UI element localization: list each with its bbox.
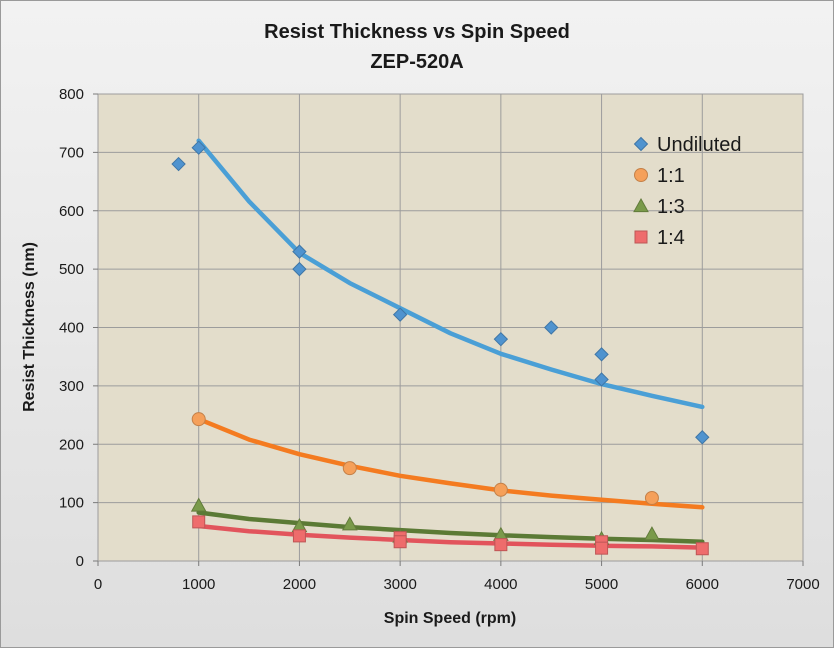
data-point-1-3	[341, 516, 358, 531]
x-tick-label: 7000	[786, 576, 819, 593]
data-point-1-4	[494, 538, 508, 552]
data-point-undiluted	[544, 320, 559, 335]
data-point-undiluted	[171, 156, 186, 172]
legend-label-undiluted: Undiluted	[657, 134, 742, 156]
y-tick-label: 100	[59, 495, 84, 512]
data-point-undiluted	[191, 140, 206, 155]
legend-marker-1-3	[633, 197, 649, 213]
data-point-1-1	[191, 412, 206, 427]
y-axis-label: Resist Thickness (nm)	[21, 242, 38, 412]
y-tick-label: 300	[59, 378, 84, 395]
data-point-undiluted	[695, 430, 710, 445]
x-tick-label: 4000	[484, 576, 517, 593]
y-tick-label: 600	[59, 203, 84, 220]
y-tick-label: 200	[59, 436, 84, 453]
data-point-undiluted	[594, 347, 609, 362]
x-tick-label: 0	[94, 576, 102, 593]
chart-title: Resist Thickness vs Spin Speed	[264, 21, 570, 43]
data-point-1-1	[644, 490, 659, 505]
data-point-undiluted	[292, 244, 307, 259]
y-tick-label: 800	[59, 86, 84, 103]
trendline-1-3	[196, 510, 705, 544]
data-point-1-4	[192, 515, 206, 529]
y-tick-label: 400	[59, 320, 84, 337]
x-tick-label: 1000	[182, 576, 215, 593]
data-point-undiluted	[292, 261, 307, 277]
tick-layer: 0 1000 2000 3000 4000 5000 6000 7000 0 100 200 300 4…	[59, 86, 820, 593]
chart-subtitle: ZEP-520A	[370, 51, 463, 73]
x-tick-label: 5000	[585, 576, 618, 593]
legend-marker-undiluted	[633, 136, 649, 152]
data-point-1-1	[342, 461, 357, 476]
x-tick-label: 2000	[283, 576, 316, 593]
data-point-1-4	[695, 542, 709, 556]
legend-label-1-1: 1:1	[657, 165, 685, 187]
data-point-undiluted	[594, 372, 609, 387]
data-point-1-1	[493, 482, 508, 497]
y-tick-label: 700	[59, 144, 84, 161]
data-point-1-4	[292, 529, 306, 543]
x-tick-label: 6000	[686, 576, 719, 593]
data-point-1-3	[190, 497, 207, 512]
data-point-undiluted	[493, 331, 509, 347]
point-layer	[171, 140, 710, 556]
data-point-undiluted	[392, 307, 408, 322]
legend-label-1-3: 1:3	[657, 196, 685, 218]
y-tick-label: 500	[59, 261, 84, 278]
data-point-1-4	[393, 535, 407, 549]
data-point-1-4	[595, 541, 609, 555]
legend: Undiluted 1:1 1:3 1:4	[633, 134, 742, 249]
fit-layer	[196, 138, 705, 550]
legend-marker-1-4	[634, 230, 648, 244]
data-point-1-3	[644, 526, 660, 541]
trendline-1-4	[196, 523, 705, 550]
trendline-undiluted	[196, 138, 705, 410]
legend-marker-1-1	[634, 168, 648, 182]
trendline-1-1	[196, 416, 705, 510]
x-tick-label: 3000	[383, 576, 416, 593]
legend-label-1-4: 1:4	[657, 227, 685, 249]
y-tick-label: 0	[76, 553, 84, 570]
x-axis-label: Spin Speed (rpm)	[384, 610, 516, 627]
